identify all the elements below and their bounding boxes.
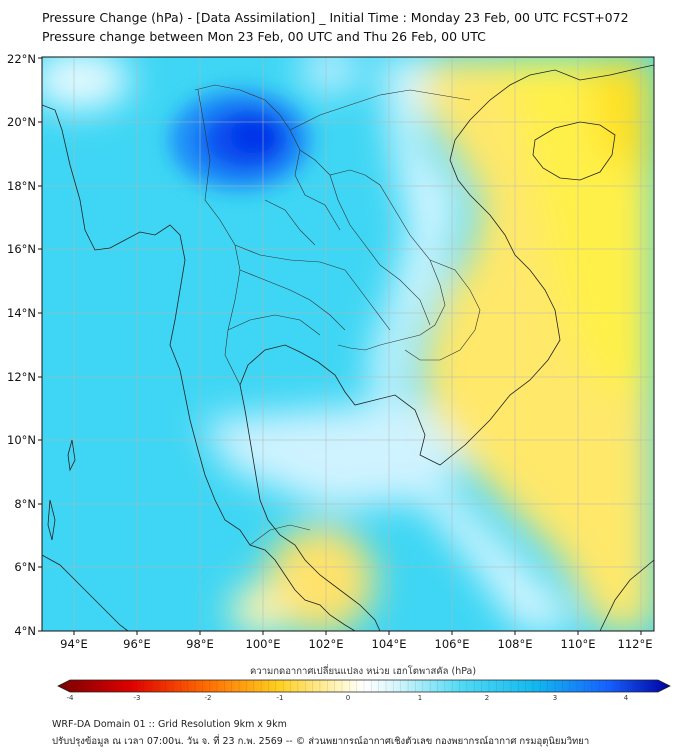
lat-tick-label: 16°N xyxy=(7,242,36,256)
lat-tick-label: 18°N xyxy=(7,179,36,193)
colorbar-tick-label: 3 xyxy=(553,694,557,702)
colorbar: -4 -3 -2 -1 0 1 2 3 4 xyxy=(57,679,671,702)
colorbar-tick-label: -2 xyxy=(205,694,212,702)
lon-tick-label: 106°E xyxy=(435,637,470,651)
colorbar-tick-label: 0 xyxy=(346,694,350,702)
lon-tick-label: 94°E xyxy=(60,637,88,651)
lon-tick-label: 96°E xyxy=(123,637,151,651)
map-subtitle: Pressure change between Mon 23 Feb, 00 U… xyxy=(42,29,486,44)
lat-tick-label: 10°N xyxy=(7,433,36,447)
country-borders xyxy=(194,84,481,546)
lon-tick-label: 102°E xyxy=(309,637,344,651)
colorbar-tick-label: -3 xyxy=(134,694,141,702)
lat-tick-label: 4°N xyxy=(14,624,36,638)
colorbar-label: ความกดอากาศเปลี่ยนแปลง หน่วย เฮกโตพาสคัล… xyxy=(250,666,477,677)
map-title: Pressure Change (hPa) - [Data Assimilati… xyxy=(42,10,629,25)
colorbar-tick-label: -4 xyxy=(67,694,75,702)
plot-frame xyxy=(41,56,655,632)
colorbar-tick-label: 4 xyxy=(624,694,629,702)
coastlines xyxy=(42,64,654,631)
lat-tick-label: 22°N xyxy=(7,52,36,66)
lat-tick-label: 8°N xyxy=(14,497,36,511)
lat-tick-label: 14°N xyxy=(7,306,36,320)
lon-tick-label: 104°E xyxy=(372,637,407,651)
lat-tick-label: 12°N xyxy=(7,370,36,384)
field-layer xyxy=(42,57,654,631)
lon-tick-label: 112°E xyxy=(618,637,653,651)
lon-tick-label: 100°E xyxy=(246,637,281,651)
colorbar-tick-label: -1 xyxy=(277,694,284,702)
lon-tick-label: 110°E xyxy=(561,637,596,651)
lon-tick-label: 108°E xyxy=(498,637,533,651)
lat-tick-label: 20°N xyxy=(7,115,36,129)
model-info: WRF-DA Domain 01 :: Grid Resolution 9km … xyxy=(52,719,287,730)
colorbar-tick-label: 2 xyxy=(485,694,489,702)
lat-tick-label: 6°N xyxy=(14,560,36,574)
colorbar-tick-label: 1 xyxy=(418,694,422,702)
update-credit: ปรับปรุงข้อมูล ณ เวลา 07:00น. วัน จ. ที่… xyxy=(52,736,590,747)
lon-tick-label: 98°E xyxy=(186,637,214,651)
